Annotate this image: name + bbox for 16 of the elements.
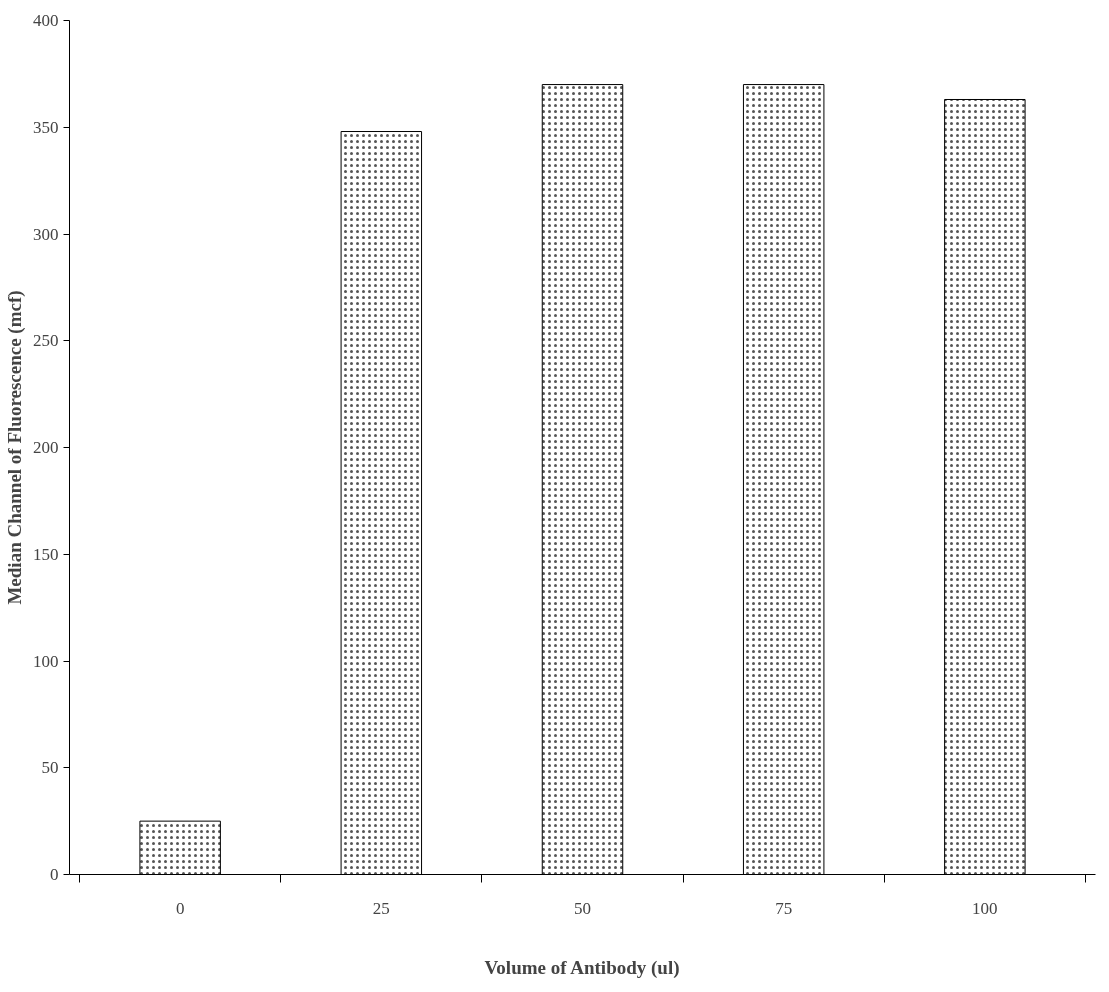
y-tick-label: 0 xyxy=(50,865,59,884)
y-tick-label: 50 xyxy=(41,758,59,778)
x-tick-label: 75 xyxy=(775,898,793,918)
x-tick-label: 0 xyxy=(175,898,185,918)
y-axis-title: Median Channel of Fluorescence (mcf) xyxy=(4,290,26,605)
y-tick-label: 300 xyxy=(33,224,59,244)
y-tick-label: 350 xyxy=(33,117,59,137)
y-tick-label: 250 xyxy=(33,331,59,351)
x-tick-label: 50 xyxy=(574,898,591,918)
y-tick-label: 200 xyxy=(33,438,59,457)
y-tick-label: 100 xyxy=(33,651,59,671)
y-tick-label: 150 xyxy=(33,544,59,564)
y-tick-label: 400 xyxy=(33,11,59,30)
x-tick-label: 100 xyxy=(972,898,998,918)
x-tick-label: 25 xyxy=(372,898,390,918)
x-axis-title: Volume of Antibody (ul) xyxy=(484,956,680,979)
